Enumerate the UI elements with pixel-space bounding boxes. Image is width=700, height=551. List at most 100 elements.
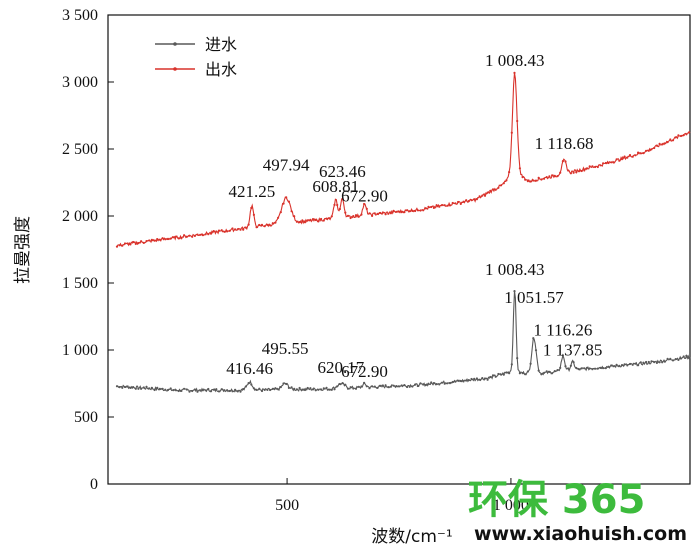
series-point bbox=[411, 209, 414, 212]
peak-label: 495.55 bbox=[262, 339, 309, 358]
series-point bbox=[478, 195, 481, 198]
series-point bbox=[293, 215, 296, 218]
series-point bbox=[497, 372, 500, 376]
series-point bbox=[285, 382, 288, 386]
series-point bbox=[137, 242, 140, 245]
series-point bbox=[193, 234, 196, 237]
series-point bbox=[333, 203, 336, 206]
series-point bbox=[489, 375, 492, 379]
series-point bbox=[336, 385, 339, 388]
y-tick-label: 3 500 bbox=[62, 7, 98, 24]
series-point bbox=[451, 380, 454, 384]
series-point bbox=[526, 370, 530, 373]
series-point bbox=[688, 131, 691, 134]
series-line-0 bbox=[116, 291, 691, 393]
peak-label: 421.25 bbox=[228, 182, 275, 201]
legend-label-inflow: 进水 bbox=[205, 35, 237, 54]
series-point bbox=[177, 389, 180, 393]
series-point bbox=[679, 134, 683, 138]
series-point bbox=[642, 361, 645, 364]
series-point bbox=[150, 386, 153, 389]
series-point bbox=[508, 171, 511, 174]
series-point bbox=[183, 234, 186, 237]
series-point bbox=[508, 372, 511, 375]
series-point bbox=[620, 364, 624, 367]
series-point bbox=[661, 143, 664, 146]
series-point bbox=[201, 234, 204, 237]
series-point bbox=[626, 364, 629, 367]
series-point bbox=[599, 366, 602, 369]
series-point bbox=[397, 210, 401, 213]
series-line-1 bbox=[116, 72, 691, 247]
series-point bbox=[459, 202, 462, 205]
series-point bbox=[612, 161, 616, 164]
series-point bbox=[567, 169, 570, 172]
series-point bbox=[239, 228, 242, 231]
series-point bbox=[354, 214, 358, 217]
series-point bbox=[577, 368, 581, 371]
series-point bbox=[352, 387, 355, 390]
series-point bbox=[260, 389, 264, 393]
peak-label: 1 008.43 bbox=[485, 51, 545, 70]
legend-label-outflow: 出水 bbox=[205, 60, 237, 79]
series-point bbox=[443, 204, 446, 207]
series-point bbox=[473, 198, 476, 201]
series-point bbox=[349, 386, 352, 389]
series-point bbox=[244, 385, 247, 388]
series-point bbox=[602, 367, 605, 370]
series-point bbox=[161, 387, 164, 390]
series-point bbox=[346, 214, 350, 217]
legend-marker-outflow bbox=[173, 67, 177, 71]
series-point bbox=[185, 388, 188, 391]
series-point bbox=[448, 204, 452, 207]
series-point bbox=[483, 194, 487, 197]
series-point bbox=[215, 230, 218, 233]
series-point bbox=[207, 387, 210, 391]
series-point bbox=[543, 177, 546, 180]
series-point bbox=[602, 162, 605, 165]
series-point bbox=[301, 219, 304, 222]
series-point bbox=[196, 390, 199, 393]
series-point bbox=[325, 386, 328, 389]
series-point bbox=[529, 180, 532, 183]
series-point bbox=[236, 228, 239, 231]
series-point bbox=[631, 155, 634, 158]
series-point bbox=[521, 176, 524, 179]
series-point bbox=[217, 229, 221, 232]
series-point bbox=[618, 159, 621, 162]
series-point bbox=[379, 384, 382, 387]
series-point bbox=[607, 365, 610, 368]
series-point bbox=[123, 385, 127, 389]
series-point bbox=[682, 355, 685, 358]
series-point bbox=[271, 222, 274, 225]
series-point bbox=[306, 219, 309, 222]
series-point bbox=[191, 389, 194, 393]
series-point bbox=[623, 155, 626, 158]
series-point bbox=[446, 204, 449, 207]
series-point bbox=[596, 367, 599, 370]
series-point bbox=[263, 225, 266, 228]
series-point bbox=[615, 363, 618, 366]
series-point bbox=[661, 361, 664, 364]
series-point bbox=[389, 385, 392, 388]
series-point bbox=[199, 389, 202, 392]
series-point bbox=[577, 170, 581, 173]
series-point bbox=[548, 175, 551, 178]
series-point bbox=[500, 373, 503, 376]
series-point bbox=[169, 237, 172, 240]
series-point bbox=[309, 218, 312, 221]
series-point bbox=[204, 233, 207, 236]
series-point bbox=[448, 382, 452, 385]
series-point bbox=[373, 385, 376, 388]
series-point bbox=[333, 388, 336, 391]
series-point bbox=[615, 158, 618, 161]
series-point bbox=[408, 210, 411, 213]
series-point bbox=[166, 237, 170, 240]
series-point bbox=[545, 370, 548, 373]
series-point bbox=[239, 390, 242, 393]
series-point bbox=[255, 388, 258, 391]
series-point bbox=[153, 388, 156, 392]
series-point bbox=[303, 388, 307, 392]
series-point bbox=[620, 158, 624, 161]
